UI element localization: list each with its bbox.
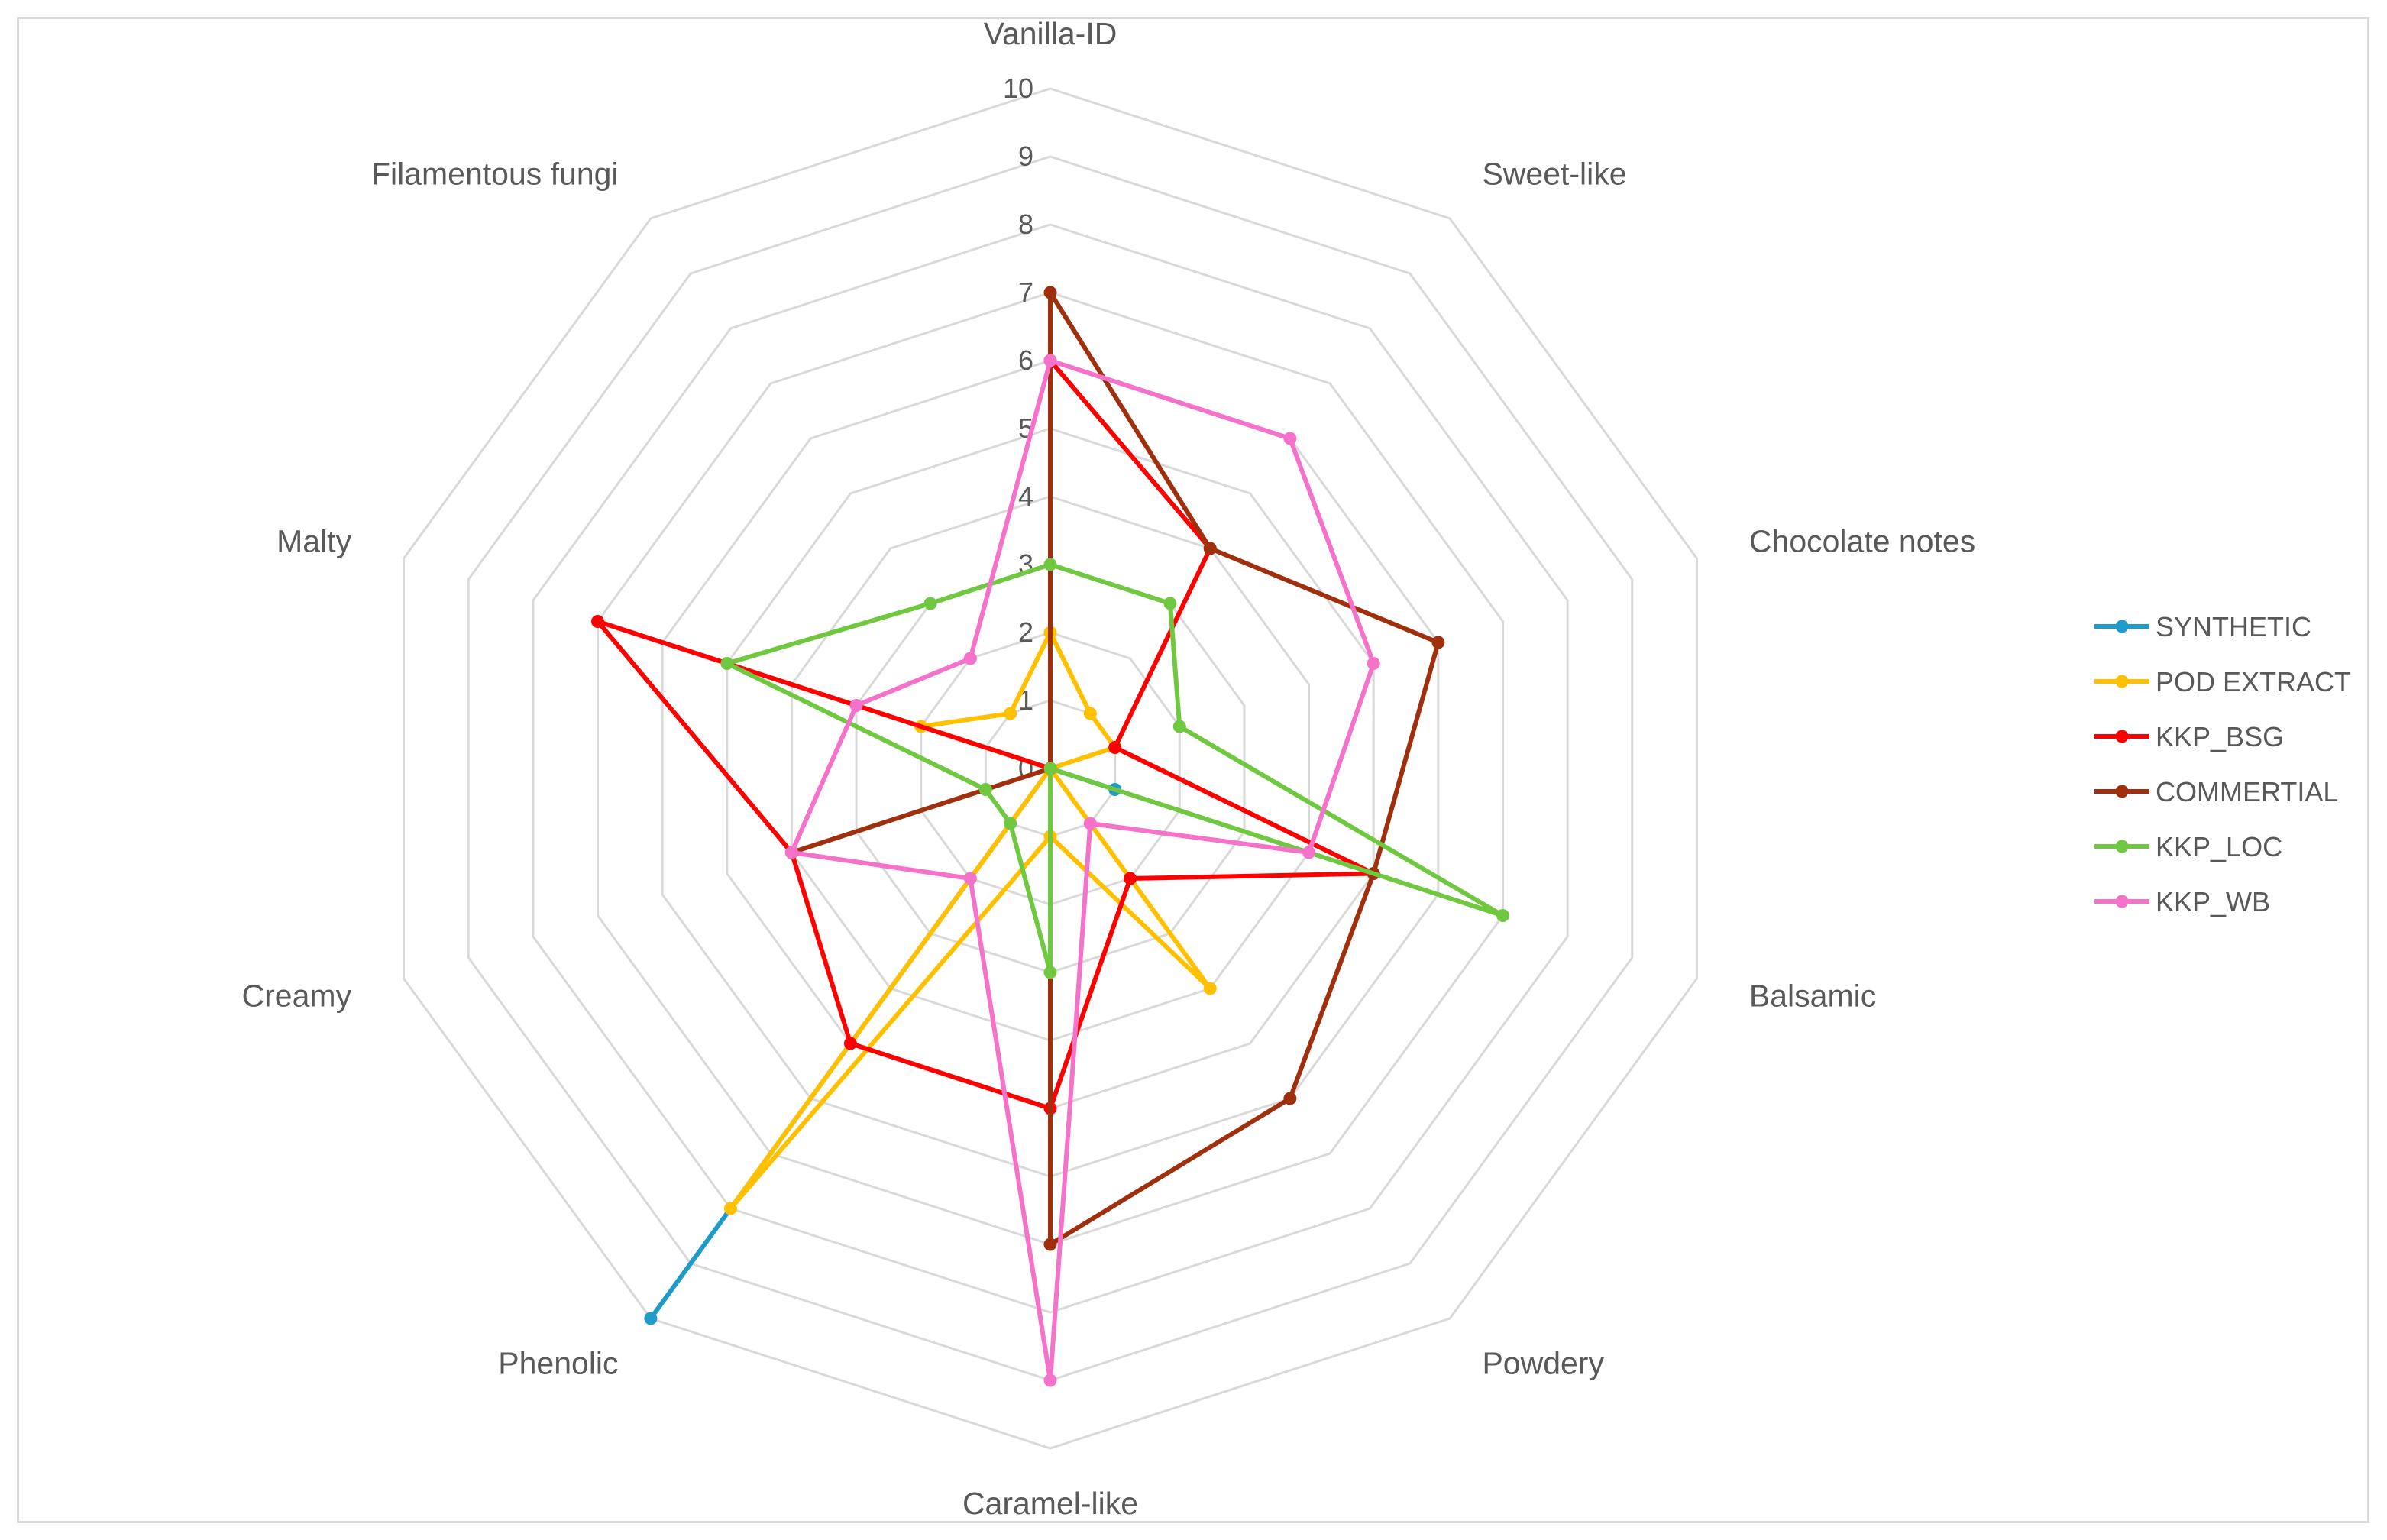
series-point: [849, 698, 863, 712]
series-point: [720, 656, 734, 670]
legend-entry: COMMERTIAL: [2094, 776, 2338, 807]
axis-label-3: Balsamic: [1749, 978, 1876, 1013]
series-point: [1043, 1373, 1057, 1387]
series-point: [1004, 817, 1017, 830]
data-series: [590, 286, 1510, 1387]
series-point: [1083, 817, 1097, 830]
series-point: [843, 1037, 857, 1050]
axis-label-1: Sweet-like: [1482, 157, 1626, 192]
series-point: [1302, 846, 1316, 859]
tick-label-7: 7: [1018, 277, 1033, 308]
legend-label: POD EXTRACT: [2156, 666, 2351, 697]
legend-entry: POD EXTRACT: [2094, 666, 2351, 697]
axis-label-5: Caramel-like: [962, 1486, 1138, 1521]
series-point: [1083, 707, 1097, 720]
axis-label-4: Powdery: [1482, 1345, 1604, 1380]
series-point: [1367, 656, 1380, 670]
series-point: [1172, 720, 1186, 733]
axis-label-0: Vanilla-ID: [984, 16, 1117, 51]
legend: SYNTHETIC POD EXTRACT KKP_BSG COMMERTIAL KKP…: [2094, 611, 2351, 917]
series-pod-extract: [723, 626, 1217, 1215]
series-kkp-wb: [784, 354, 1380, 1387]
series-point: [1163, 597, 1177, 610]
chart-frame: [17, 17, 2369, 1523]
series-point: [1283, 1092, 1297, 1105]
legend-entry: KKP_BSG: [2094, 721, 2284, 752]
tick-label-10: 10: [1003, 73, 1033, 104]
series-point: [1203, 542, 1217, 555]
series-point: [1431, 636, 1445, 649]
series-point: [923, 597, 937, 610]
axis-labels: Vanilla-ID Sweet-like Chocolate notes Balsa…: [242, 16, 1976, 1521]
series-point: [644, 1312, 658, 1325]
series-line: [648, 766, 1117, 1322]
series-point: [1496, 909, 1510, 923]
series-point: [1043, 558, 1057, 571]
legend-swatch-marker: [2115, 840, 2129, 853]
tick-label-4: 4: [1018, 480, 1033, 512]
series-kkp-loc: [720, 558, 1510, 979]
series-point: [784, 846, 798, 859]
series-point: [1043, 286, 1057, 299]
series-point: [978, 783, 992, 797]
axis-label-8: Malty: [277, 524, 351, 559]
legend-entry: SYNTHETIC: [2094, 611, 2311, 642]
grid-ring-8: [532, 223, 1569, 1314]
series-line: [595, 358, 1376, 1111]
axis-label-6: Phenolic: [498, 1345, 618, 1380]
series-point: [1043, 354, 1057, 367]
axis-label-7: Creamy: [242, 978, 352, 1013]
series-point: [1203, 982, 1217, 995]
series-point: [963, 872, 977, 885]
legend-swatch-marker: [2115, 785, 2129, 798]
series-point: [1043, 1238, 1057, 1251]
legend-swatch-marker: [2115, 895, 2129, 908]
legend-label: KKP_WB: [2156, 886, 2270, 917]
grid-ring-10: [403, 87, 1698, 1450]
legend-swatch-marker: [2115, 675, 2129, 688]
legend-label: SYNTHETIC: [2156, 611, 2311, 642]
series-point: [963, 652, 977, 665]
series-point: [1043, 762, 1057, 775]
series-point: [1124, 872, 1137, 885]
series-line: [728, 630, 1213, 1212]
legend-entry: KKP_LOC: [2094, 831, 2282, 862]
series-point: [590, 614, 604, 628]
axis-label-9: Filamentous fungi: [371, 157, 619, 192]
tick-label-2: 2: [1018, 616, 1033, 648]
legend-entry: KKP_WB: [2094, 886, 2270, 917]
series-line: [789, 290, 1441, 1247]
tick-label-8: 8: [1018, 209, 1033, 240]
legend-label: KKP_BSG: [2156, 721, 2284, 752]
axis-label-2: Chocolate notes: [1749, 524, 1975, 559]
legend-label: KKP_LOC: [2156, 831, 2282, 862]
tick-label-9: 9: [1018, 141, 1033, 172]
series-point: [1043, 966, 1057, 979]
series-point: [1004, 707, 1017, 720]
legend-swatch-marker: [2115, 730, 2129, 743]
legend-swatch-marker: [2115, 620, 2129, 633]
series-point: [723, 1202, 737, 1215]
legend-label: COMMERTIAL: [2156, 776, 2338, 807]
series-point: [1283, 432, 1297, 445]
series-point: [1108, 740, 1122, 754]
tick-label-6: 6: [1018, 345, 1033, 376]
